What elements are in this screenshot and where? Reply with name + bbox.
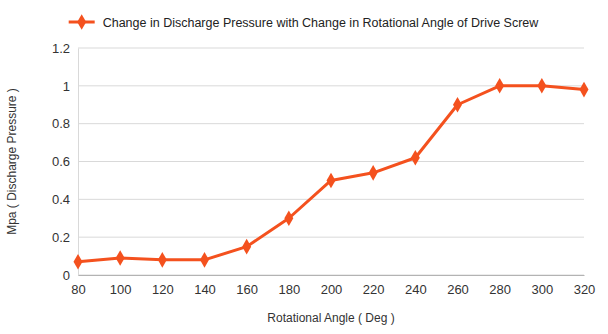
- x-tick-label: 160: [236, 282, 258, 297]
- marker: [580, 82, 589, 98]
- marker: [369, 165, 378, 181]
- plot-area: [74, 78, 589, 269]
- y-tick-label: 1.2: [52, 41, 70, 56]
- marker: [537, 78, 546, 94]
- grid-line: [78, 199, 584, 200]
- chart: 0 0.2 0.4 0.6 0.8 1 1.2 80 100 120 140 160 180 200 220…: [0, 0, 608, 334]
- y-tick: 0.6: [52, 154, 78, 169]
- x-axis-line: [79, 275, 585, 276]
- x-tick: 320: [574, 275, 596, 297]
- line: [78, 86, 584, 262]
- x-axis: 80 100 120 140 160 180 200 220 240 260 280 300 320: [71, 275, 595, 297]
- x-tick-label: 200: [321, 282, 343, 297]
- marker: [411, 150, 420, 166]
- marker: [242, 239, 251, 255]
- marker: [453, 97, 462, 113]
- x-tick-label: 280: [489, 282, 511, 297]
- y-tick: 0: [63, 268, 78, 283]
- grid: [78, 48, 584, 275]
- y-tick-label: 0.2: [52, 230, 70, 245]
- x-tick: 80: [71, 275, 85, 297]
- x-tick: 300: [531, 275, 553, 297]
- x-tick: 160: [236, 275, 258, 297]
- y-axis: 0 0.2 0.4 0.6 0.8 1 1.2: [52, 41, 79, 283]
- legend-marker: [77, 14, 86, 30]
- x-tick-label: 220: [363, 282, 385, 297]
- legend: Change in Discharge Pressure with Change…: [69, 14, 540, 30]
- marker: [284, 210, 293, 226]
- x-tick: 120: [152, 275, 174, 297]
- grid-line: [78, 123, 584, 124]
- grid-line: [78, 275, 584, 276]
- x-tick: 140: [194, 275, 216, 297]
- y-axis-line: [78, 49, 79, 276]
- x-tick: 260: [447, 275, 469, 297]
- x-tick-label: 120: [152, 282, 174, 297]
- x-tick: 240: [405, 275, 427, 297]
- legend-label: Change in Discharge Pressure with Change…: [103, 16, 540, 30]
- marker: [200, 252, 209, 268]
- marker: [74, 254, 83, 270]
- y-axis-title: Mpa ( Discharge Pressure ): [5, 88, 19, 235]
- y-tick-label: 0.8: [52, 116, 70, 131]
- x-tick-label: 320: [574, 282, 596, 297]
- x-tick: 100: [110, 275, 132, 297]
- x-tick: 180: [278, 275, 300, 297]
- marker: [327, 173, 336, 189]
- grid-line: [78, 48, 584, 49]
- y-tick-label: 0.6: [52, 154, 70, 169]
- x-tick-label: 260: [447, 282, 469, 297]
- x-tick: 200: [321, 275, 343, 297]
- x-tick-label: 80: [71, 282, 85, 297]
- y-tick: 1: [63, 78, 78, 93]
- marker: [116, 250, 125, 266]
- x-tick-label: 240: [405, 282, 427, 297]
- x-tick: 220: [363, 275, 385, 297]
- y-tick: 0.4: [52, 192, 78, 207]
- y-tick: 0.8: [52, 116, 78, 131]
- x-tick-label: 180: [278, 282, 300, 297]
- y-tick-label: 0.4: [52, 192, 70, 207]
- x-axis-title: Rotational Angle ( Deg ): [267, 311, 394, 325]
- grid-line: [78, 237, 584, 238]
- x-tick: 280: [489, 275, 511, 297]
- legend-item: Change in Discharge Pressure with Change…: [69, 14, 540, 30]
- x-tick-label: 140: [194, 282, 216, 297]
- marker: [158, 252, 167, 268]
- y-tick-label: 1: [63, 78, 70, 93]
- grid-line: [78, 161, 584, 162]
- x-tick-label: 300: [531, 282, 553, 297]
- x-tick-label: 100: [110, 282, 132, 297]
- y-tick-label: 0: [63, 268, 70, 283]
- y-tick: 1.2: [52, 41, 78, 56]
- y-tick: 0.2: [52, 230, 78, 245]
- marker: [495, 78, 504, 94]
